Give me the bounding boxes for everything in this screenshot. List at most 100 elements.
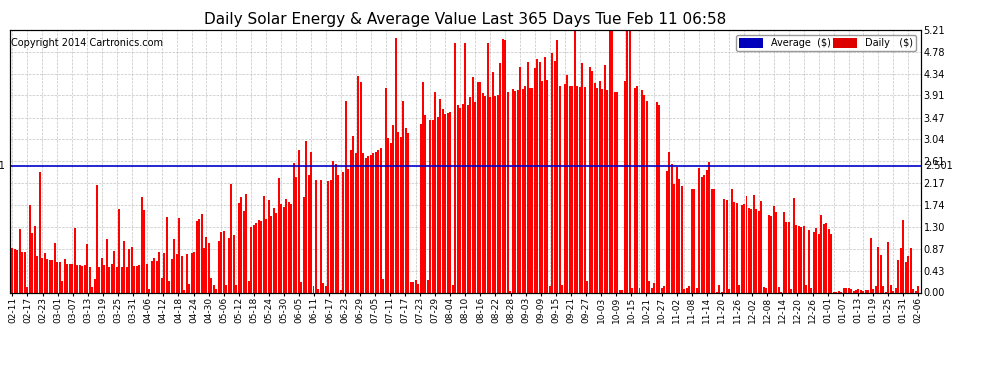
Bar — [469, 97, 471, 292]
Bar — [160, 278, 162, 292]
Bar — [288, 201, 290, 292]
Bar — [267, 200, 269, 292]
Bar — [865, 290, 867, 292]
Bar — [86, 244, 88, 292]
Bar — [32, 232, 34, 292]
Bar — [349, 150, 351, 292]
Bar — [507, 93, 509, 292]
Bar — [131, 247, 133, 292]
Bar — [134, 266, 136, 292]
Bar — [783, 212, 785, 292]
Bar — [325, 286, 327, 292]
Bar — [778, 287, 780, 292]
Bar — [454, 43, 456, 292]
Bar — [502, 39, 504, 292]
Bar — [653, 283, 655, 292]
Bar — [551, 53, 553, 292]
Bar — [574, 30, 576, 292]
Bar — [367, 156, 369, 292]
Bar — [656, 102, 658, 292]
Bar — [688, 286, 690, 292]
Bar — [101, 258, 103, 292]
Bar — [758, 211, 760, 292]
Bar — [430, 120, 432, 292]
Bar — [272, 207, 274, 292]
Bar — [233, 236, 235, 292]
Bar — [487, 43, 489, 292]
Bar — [524, 87, 526, 292]
Bar — [12, 248, 14, 292]
Bar — [763, 287, 765, 292]
Bar — [532, 88, 534, 292]
Bar — [357, 76, 359, 292]
Bar — [241, 197, 243, 292]
Bar — [223, 231, 225, 292]
Bar — [178, 217, 180, 292]
Bar — [566, 75, 568, 292]
Bar — [180, 256, 182, 292]
Bar — [728, 289, 730, 292]
Bar — [596, 88, 598, 292]
Bar — [44, 253, 46, 292]
Bar — [201, 214, 203, 292]
Bar — [39, 172, 41, 292]
Bar — [795, 225, 797, 292]
Bar — [260, 220, 262, 292]
Bar — [686, 288, 688, 292]
Bar — [748, 208, 750, 292]
Bar — [639, 288, 641, 292]
Bar — [494, 96, 496, 292]
Bar — [290, 204, 292, 292]
Bar — [648, 281, 650, 292]
Bar — [435, 92, 437, 292]
Bar — [66, 264, 68, 292]
Bar — [218, 241, 220, 292]
Bar — [144, 210, 146, 292]
Bar — [257, 220, 259, 292]
Bar — [275, 213, 277, 292]
Bar — [820, 215, 822, 292]
Bar — [76, 265, 78, 292]
Bar — [681, 186, 683, 292]
Bar — [340, 290, 342, 292]
Bar — [56, 262, 58, 292]
Bar — [63, 260, 65, 292]
Bar — [467, 105, 469, 292]
Bar — [696, 288, 698, 292]
Bar — [553, 61, 555, 292]
Bar — [624, 81, 626, 292]
Bar — [917, 286, 919, 292]
Bar — [726, 200, 728, 292]
Legend: Average  ($), Daily   ($): Average ($), Daily ($) — [736, 35, 916, 51]
Bar — [111, 264, 113, 292]
Bar — [338, 175, 340, 292]
Bar — [892, 291, 894, 292]
Bar — [644, 96, 645, 292]
Bar — [165, 217, 167, 292]
Bar — [723, 199, 725, 292]
Bar — [571, 86, 573, 292]
Bar — [902, 220, 904, 292]
Bar — [136, 266, 138, 292]
Bar — [81, 266, 83, 292]
Bar — [83, 265, 85, 292]
Bar — [390, 143, 392, 292]
Bar — [770, 216, 772, 292]
Bar — [850, 290, 852, 292]
Bar — [504, 40, 506, 292]
Bar — [335, 164, 337, 292]
Bar — [250, 227, 252, 292]
Bar — [410, 282, 412, 292]
Bar — [158, 252, 160, 292]
Bar — [308, 175, 310, 292]
Bar — [880, 255, 882, 292]
Bar — [422, 82, 424, 292]
Bar — [651, 288, 653, 292]
Bar — [226, 285, 228, 292]
Bar — [706, 170, 708, 292]
Bar — [42, 258, 44, 292]
Bar — [328, 181, 330, 292]
Bar — [150, 261, 152, 292]
Bar — [745, 196, 747, 292]
Bar — [456, 105, 458, 292]
